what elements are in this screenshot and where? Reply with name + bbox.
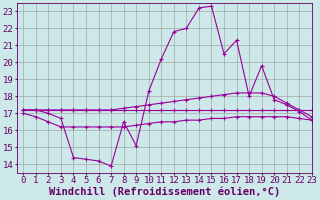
X-axis label: Windchill (Refroidissement éolien,°C): Windchill (Refroidissement éolien,°C) [49, 187, 280, 197]
